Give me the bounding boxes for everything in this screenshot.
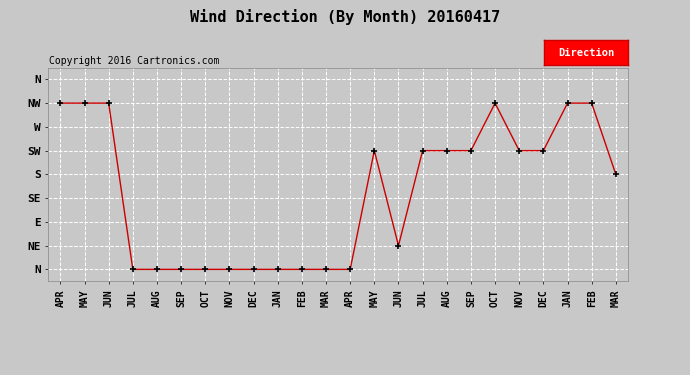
Text: Copyright 2016 Cartronics.com: Copyright 2016 Cartronics.com (50, 56, 220, 66)
Text: Wind Direction (By Month) 20160417: Wind Direction (By Month) 20160417 (190, 9, 500, 26)
